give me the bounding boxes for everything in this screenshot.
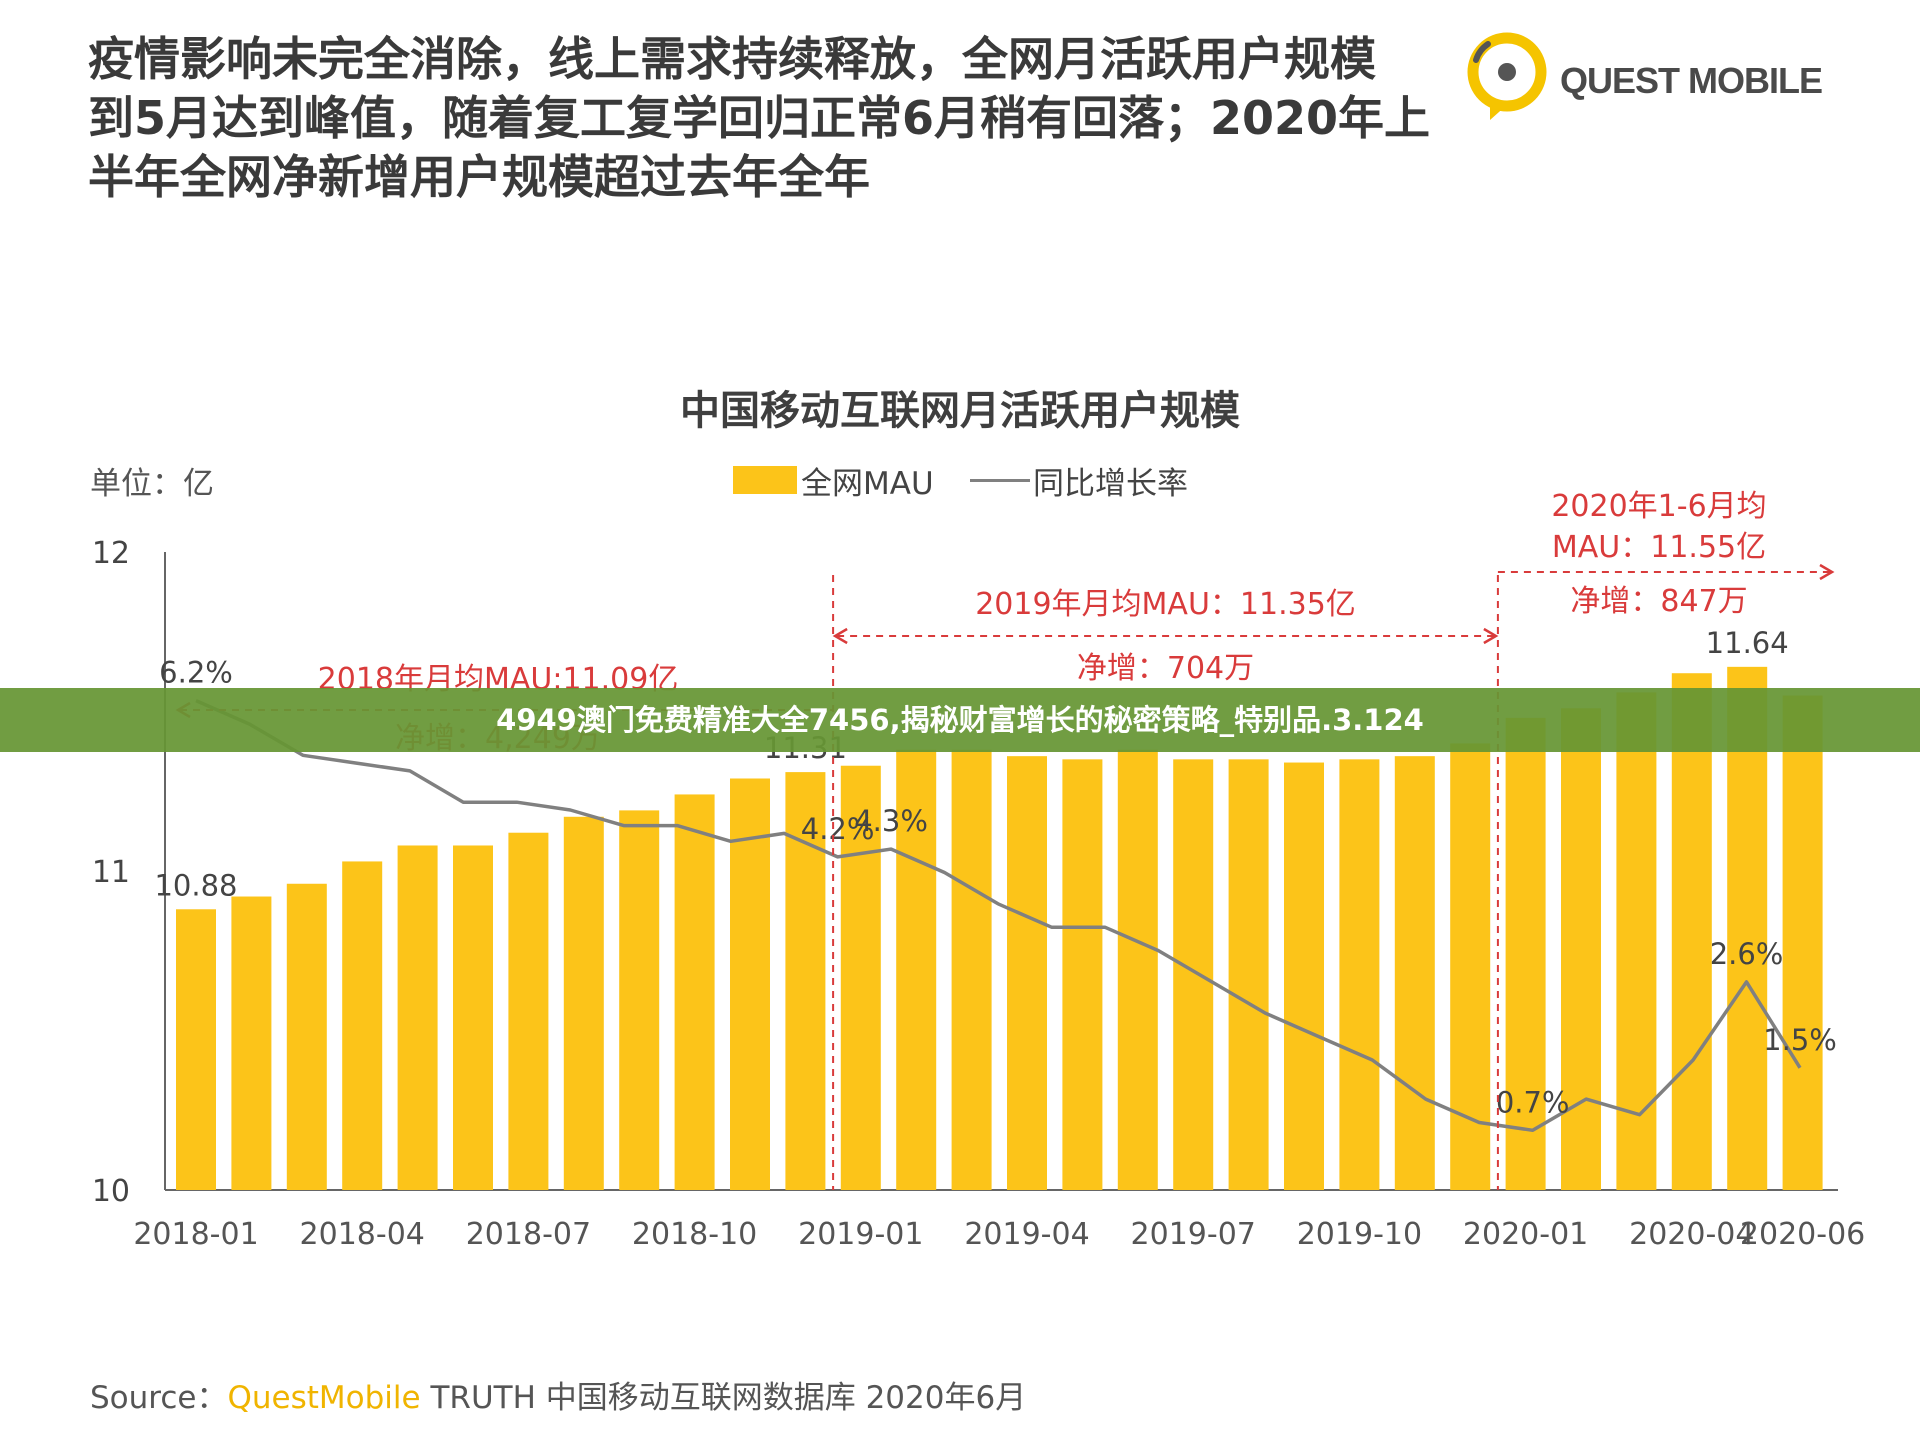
bar [563,816,604,1190]
questmobile-logo-icon [1467,32,1547,120]
arrowhead-left-icon [832,627,848,645]
bar [1505,717,1546,1190]
arrowhead-right-icon [1483,627,1499,645]
bar [896,749,937,1190]
annotation-2019-mau: 2019年月均MAU：11.35亿 [975,587,1356,622]
annotation-2019-net: 净增：704万 [1077,651,1254,686]
x-tick-label: 2018-01 [133,1217,258,1252]
bar [619,810,660,1190]
annotation-2020-mau: MAU：11.55亿 [1552,530,1766,565]
x-tick-label: 2018-10 [632,1217,757,1252]
bar [1117,749,1158,1190]
bar [176,909,216,1190]
headline: 疫情影响未完全消除，线上需求持续释放，全网月活跃用户规模 到5月达到峰值，随着复… [88,30,1458,207]
growth-rate-label: 6.2% [159,656,233,690]
bar [1228,759,1269,1190]
growth-rate-line [195,698,1802,1133]
unit-label: 单位：亿 [90,466,214,502]
bar [1671,673,1712,1190]
bar [1394,756,1435,1190]
bar [1284,762,1324,1190]
bar [1339,759,1380,1190]
annotation-2020-net: 净增：847万 [1570,584,1747,619]
arrowhead-right-icon [1819,563,1835,581]
bar [453,845,493,1190]
source-rest: TRUTH 中国移动互联网数据库 2020年6月 [420,1380,1027,1416]
y-tick-label: 12 [92,536,130,571]
bar [1450,743,1491,1190]
y-tick-label: 11 [92,855,130,890]
bar [1616,692,1657,1190]
growth-rate-label: 1.5% [1763,1023,1837,1057]
bar [1007,756,1047,1190]
bar [951,749,992,1190]
x-tick-label: 2019-10 [1297,1217,1422,1252]
bar [508,832,549,1190]
x-tick-label: 2019-04 [964,1217,1089,1252]
x-tick-label: 2020-04 [1629,1217,1754,1252]
growth-rate-label: 4.2% [801,812,875,846]
annotation-2020-title: 2020年1-6月均 [1551,489,1766,524]
bar [1062,759,1103,1190]
x-tick-label: 2018-04 [300,1217,425,1252]
bar [730,778,770,1190]
bar [1173,759,1214,1190]
legend-bar-swatch [733,466,797,494]
bar [286,883,327,1190]
bar [342,861,383,1190]
overlay-banner: 4949澳门免费精准大全7456,揭秘财富增长的秘密策略_特别品.3.124 [0,688,1920,752]
bar [1727,666,1768,1190]
headline-line-3: 半年全网净新增用户规模超过去年全年 [88,150,870,204]
bar [397,845,438,1190]
x-tick-label: 2020-01 [1463,1217,1588,1252]
headline-line-2: 到5月达到峰值，随着复工复学回归正常6月稍有回落；2020年上 [88,91,1431,145]
legend-line-swatch [970,479,1030,482]
legend-bar-label: 全网MAU [801,466,934,502]
legend-line-label: 同比增长率 [1033,466,1188,502]
bar [674,794,715,1190]
source-brand: QuestMobile [227,1380,421,1416]
x-tick-label: 2020-06 [1740,1217,1865,1252]
logo-wordmark: QUEST MOBILE [1560,60,1823,101]
source-prefix: Source： [90,1380,228,1416]
source-note: Source：QuestMobile TRUTH 中国移动互联网数据库 2020… [90,1372,1026,1417]
bar [840,765,881,1190]
chart-title: 中国移动互联网月活跃用户规模 [680,388,1240,434]
growth-rate-label: 0.7% [1496,1085,1570,1119]
x-tick-label: 2019-01 [798,1217,923,1252]
y-tick-label: 10 [92,1174,130,1209]
x-tick-label: 2019-07 [1131,1217,1256,1252]
bar-value-label: 11.64 [1706,626,1789,660]
growth-rate-label: 4.3% [854,804,928,838]
x-tick-label: 2018-07 [466,1217,591,1252]
growth-rate-label: 2.6% [1710,937,1784,971]
bar-value-label: 10.88 [154,868,237,902]
bar [231,896,272,1190]
bar [1782,695,1823,1190]
headline-line-1: 疫情影响未完全消除，线上需求持续释放，全网月活跃用户规模 [88,32,1376,86]
